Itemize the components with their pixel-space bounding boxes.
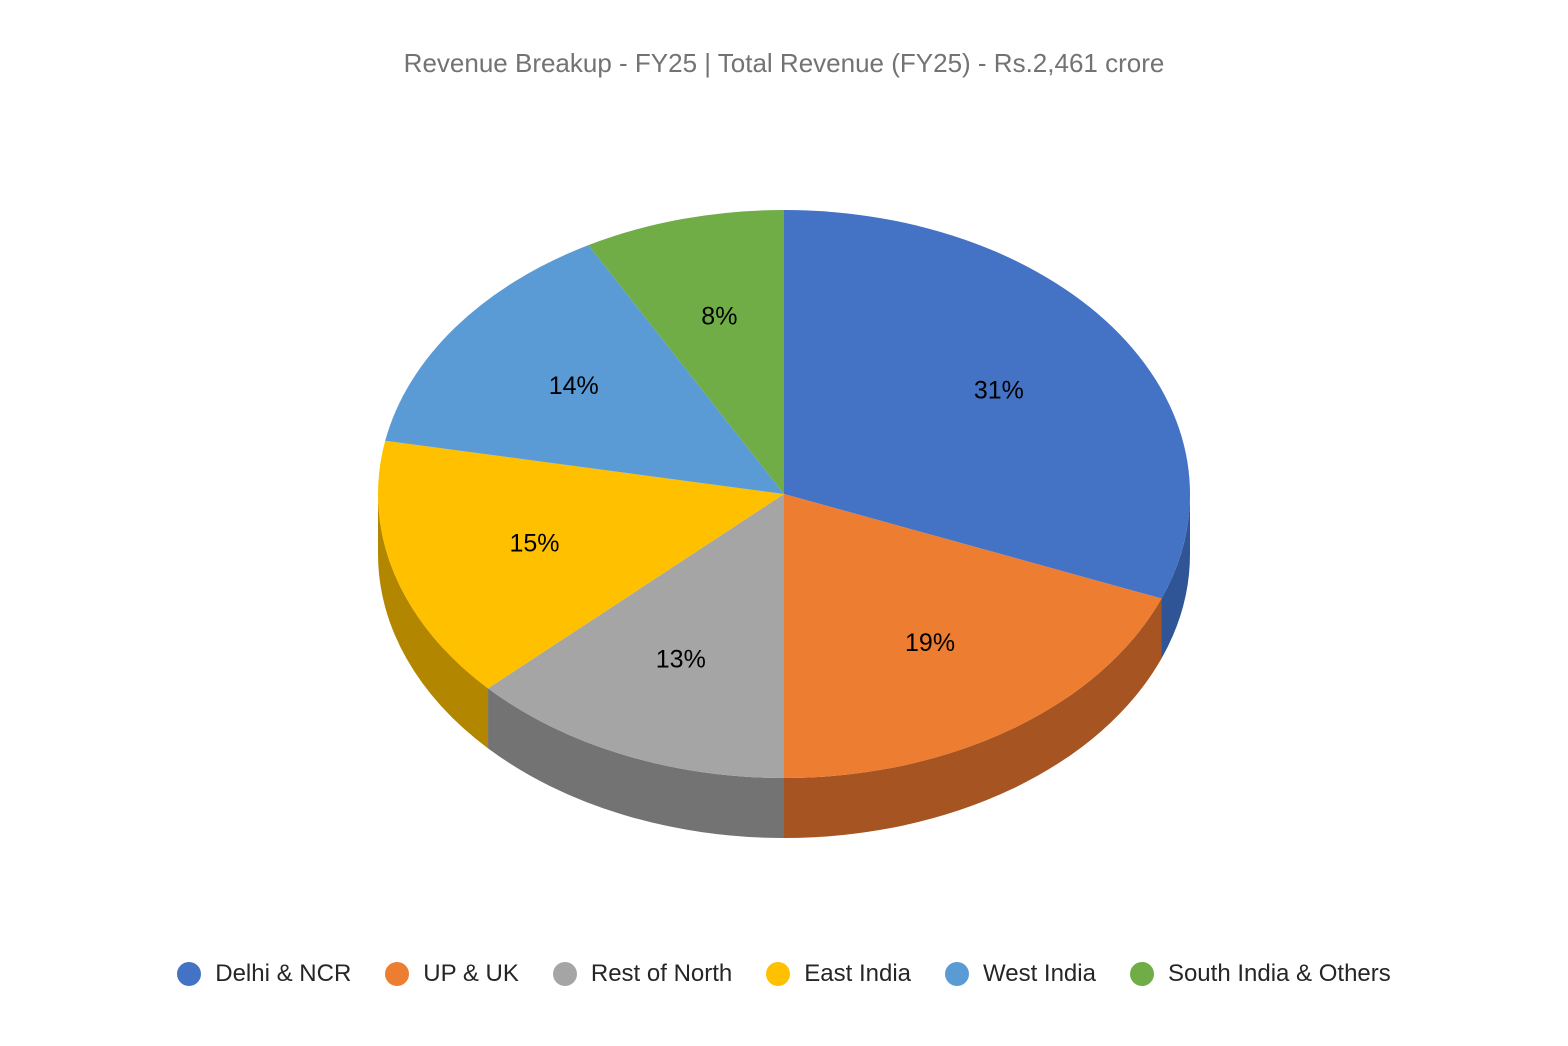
pie-slice-east-india bbox=[378, 440, 784, 689]
pie-side-east-india bbox=[378, 494, 489, 749]
legend-swatch-up-and-uk bbox=[385, 962, 410, 986]
legend-label-rest-of-north: Rest of North bbox=[590, 960, 733, 987]
legend-item-east-india: East India bbox=[766, 960, 911, 988]
legend-swatch-rest-of-north bbox=[552, 962, 577, 986]
legend-label-south-india-and-others: South India & Others bbox=[1167, 960, 1391, 987]
pie-slice-west-india bbox=[385, 245, 784, 494]
pie-slice-delhi-and-ncr bbox=[784, 210, 1190, 599]
legend-label-delhi-and-ncr: Delhi & NCR bbox=[215, 960, 352, 987]
pie-side-delhi-and-ncr bbox=[1161, 494, 1190, 659]
legend-swatch-west-india bbox=[945, 962, 969, 986]
data-label-south-india-and-others: 8% bbox=[701, 303, 737, 331]
legend-label-west-india: West India bbox=[983, 960, 1096, 987]
data-label-east-india: 15% bbox=[509, 529, 559, 557]
legend-label-east-india: East India bbox=[804, 960, 911, 987]
chart-title: Revenue Breakup - FY25 | Total Revenue (… bbox=[403, 48, 1165, 78]
pie-slice-up-and-uk bbox=[784, 494, 1162, 778]
legend-item-delhi-and-ncr: Delhi & NCR bbox=[177, 960, 351, 988]
legend: Delhi & NCR UP & UK Rest of North East Indi… bbox=[0, 960, 1568, 988]
pie-slice-south-india-and-others bbox=[588, 210, 784, 494]
pie-slice-rest-of-north bbox=[488, 494, 784, 778]
data-label-up-and-uk: 19% bbox=[905, 629, 955, 657]
legend-swatch-delhi-and-ncr bbox=[177, 962, 202, 986]
legend-item-rest-of-north: Rest of North bbox=[552, 960, 733, 988]
legend-item-west-india: West India bbox=[945, 960, 1096, 988]
legend-item-up-and-uk: UP & UK bbox=[385, 960, 519, 988]
data-label-rest-of-north: 13% bbox=[656, 645, 706, 673]
legend-label-up-and-uk: UP & UK bbox=[423, 960, 519, 987]
legend-swatch-east-india bbox=[766, 962, 791, 986]
data-label-delhi-and-ncr: 31% bbox=[974, 376, 1024, 404]
legend-item-south-india-and-others: South India & Others bbox=[1129, 960, 1391, 988]
pie-side-up-and-uk bbox=[784, 598, 1162, 838]
data-label-west-india: 14% bbox=[549, 372, 599, 400]
legend-swatch-south-india-and-others bbox=[1129, 962, 1154, 986]
pie-side-rest-of-north bbox=[488, 688, 784, 838]
